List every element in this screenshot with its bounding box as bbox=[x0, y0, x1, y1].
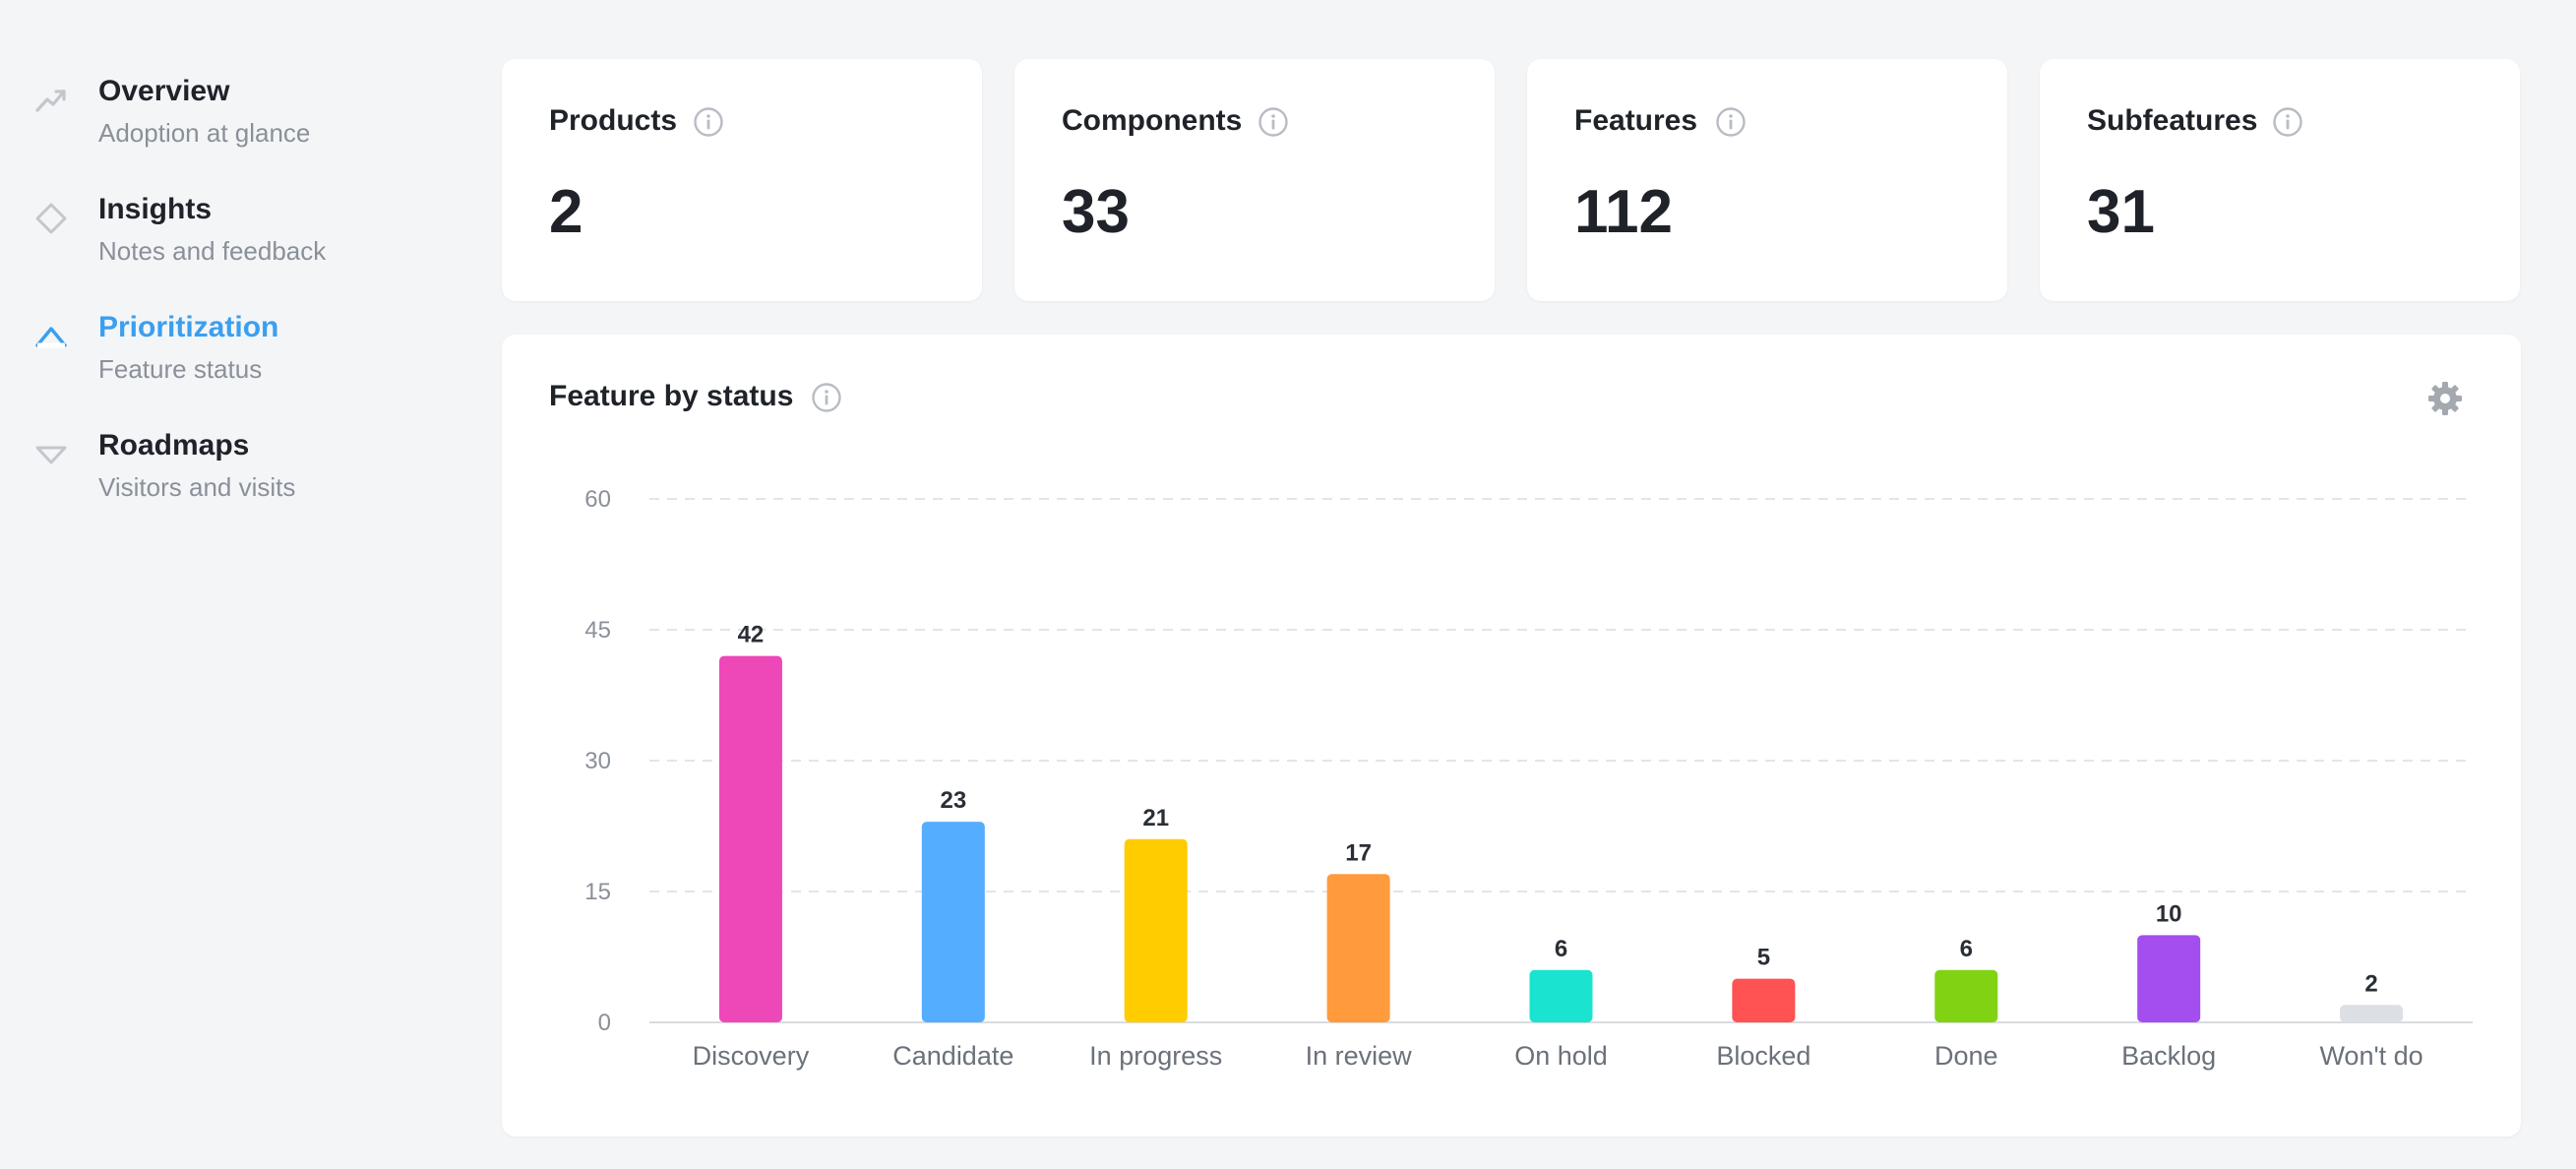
stat-value: 33 bbox=[1062, 178, 1130, 246]
sidebar-item-subtitle: Feature status bbox=[98, 354, 263, 384]
sidebar-item-subtitle: Notes and feedback bbox=[98, 236, 327, 266]
x-tick-label: In review bbox=[1306, 1041, 1413, 1071]
bar-won-t-do bbox=[2340, 1005, 2404, 1022]
data-label: 6 bbox=[1960, 936, 1973, 962]
y-tick-label: 0 bbox=[598, 1010, 611, 1036]
y-tick-label: 60 bbox=[584, 486, 611, 513]
chevron-up-icon bbox=[35, 327, 67, 348]
sidebar-item-subtitle: Adoption at glance bbox=[98, 118, 311, 148]
bar-in-progress bbox=[1124, 838, 1188, 1022]
info-icon[interactable] bbox=[2272, 106, 2303, 138]
stat-card-components: Components 33 bbox=[1014, 59, 1495, 301]
stat-card-features: Features 112 bbox=[1527, 59, 2007, 301]
stat-value: 31 bbox=[2087, 178, 2155, 246]
sidebar-item-prioritization[interactable]: Prioritization Feature status bbox=[0, 307, 453, 405]
bar-backlog bbox=[2137, 935, 2201, 1022]
y-tick-label: 15 bbox=[584, 879, 611, 905]
diamond-icon bbox=[35, 203, 67, 234]
bar-discovery bbox=[718, 655, 782, 1022]
x-tick-label: Done bbox=[1934, 1041, 1998, 1071]
data-label: 10 bbox=[2156, 900, 2182, 927]
chart-card: Feature by status 0 15 30 45 60 42 Discovery 23… bbox=[502, 335, 2521, 1137]
bar-candidate bbox=[921, 822, 985, 1022]
sidebar-item-title: Insights bbox=[98, 193, 213, 225]
sidebar-item-overview[interactable]: Overview Adoption at glance bbox=[0, 71, 453, 169]
sidebar-item-insights[interactable]: Insights Notes and feedback bbox=[0, 189, 453, 287]
bar-chart: 0 15 30 45 60 42 Discovery 23 Candidate 21 In prog… bbox=[584, 486, 2473, 1071]
x-tick-label: Blocked bbox=[1716, 1041, 1810, 1071]
x-tick-label: Discovery bbox=[693, 1041, 810, 1071]
x-tick-label: Won't do bbox=[2319, 1041, 2423, 1071]
sidebar-item-title: Prioritization bbox=[98, 311, 279, 343]
bar-done bbox=[1934, 969, 1998, 1022]
info-icon[interactable] bbox=[811, 382, 842, 413]
stat-card-subfeatures: Subfeatures 31 bbox=[2040, 59, 2520, 301]
data-label: 5 bbox=[1757, 945, 1770, 971]
x-tick-label: Candidate bbox=[892, 1041, 1013, 1071]
gear-icon[interactable] bbox=[2425, 379, 2465, 418]
x-tick-label: On hold bbox=[1514, 1041, 1608, 1071]
sidebar-item-roadmaps[interactable]: Roadmaps Visitors and visits bbox=[0, 425, 453, 523]
sidebar-item-title: Overview bbox=[98, 75, 230, 107]
data-label: 23 bbox=[940, 787, 966, 814]
y-tick-label: 30 bbox=[584, 748, 611, 774]
stat-card-products: Products 2 bbox=[502, 59, 982, 301]
info-icon[interactable] bbox=[1715, 106, 1747, 138]
data-label: 17 bbox=[1345, 839, 1372, 866]
stat-value: 112 bbox=[1574, 178, 1674, 246]
sidebar-item-subtitle: Visitors and visits bbox=[98, 472, 296, 502]
trend-up-icon bbox=[35, 90, 66, 112]
bar-on-hold bbox=[1529, 969, 1593, 1022]
stat-title: Products bbox=[549, 104, 678, 137]
data-label: 2 bbox=[2364, 970, 2377, 997]
y-tick-label: 45 bbox=[584, 617, 611, 644]
data-label: 42 bbox=[738, 622, 765, 648]
info-icon[interactable] bbox=[1257, 106, 1289, 138]
x-tick-label: Backlog bbox=[2121, 1041, 2216, 1071]
x-tick-label: In progress bbox=[1089, 1041, 1222, 1071]
data-label: 6 bbox=[1555, 936, 1567, 962]
sidebar-item-title: Roadmaps bbox=[98, 429, 250, 461]
stat-title: Subfeatures bbox=[2087, 104, 2258, 137]
bar-blocked bbox=[1732, 978, 1796, 1022]
stat-title: Components bbox=[1062, 104, 1243, 137]
data-label: 21 bbox=[1142, 805, 1169, 831]
info-icon[interactable] bbox=[693, 106, 724, 138]
triangle-down-icon bbox=[35, 446, 67, 464]
sidebar: Overview Adoption at glance Insights Not… bbox=[0, 0, 472, 1169]
stat-value: 2 bbox=[549, 178, 583, 246]
stat-title: Features bbox=[1574, 104, 1698, 137]
bar-in-review bbox=[1326, 874, 1390, 1022]
chart-title: Feature by status bbox=[549, 380, 794, 412]
